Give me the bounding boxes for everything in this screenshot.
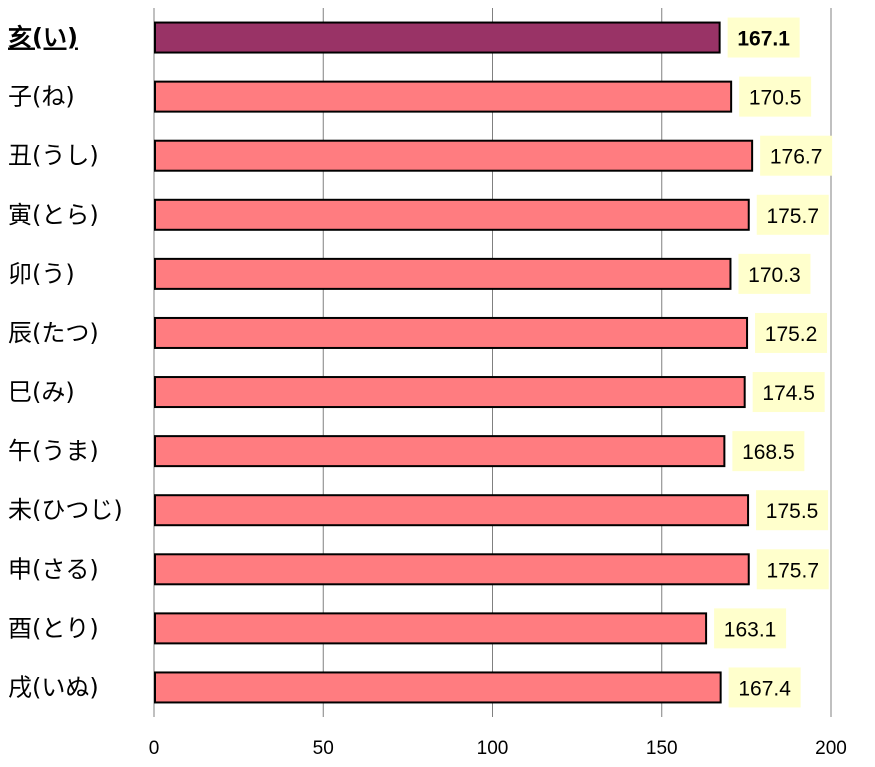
value-label: 170.5 [749,87,802,110]
value-label: 175.7 [766,205,819,228]
category-label: 丑(うし) [8,142,99,170]
category-label: 亥(い) [8,24,78,52]
value-label-box [739,76,812,117]
value-label-box [756,549,829,590]
category-label: 寅(とら) [8,201,99,229]
value-label-box [756,490,829,531]
x-tick-label: 100 [477,738,509,759]
bar [154,671,722,704]
value-label-box [752,372,825,413]
bar [154,198,750,231]
bar [154,612,708,645]
gridlines [322,8,832,717]
bar [154,376,746,409]
bar [154,494,750,527]
bar [154,316,749,349]
category-label: 午(うま) [8,437,99,465]
value-label: 176.7 [770,146,823,169]
category-label: 辰(たつ) [8,319,99,347]
category-label: 子(ね) [8,83,75,111]
value-label-box [756,194,829,235]
category-label: 戌(いぬ) [8,673,99,701]
category-label: 巳(み) [8,378,75,406]
x-tick-label: 200 [815,738,847,759]
value-label-box [760,135,833,176]
value-label: 167.4 [738,677,791,700]
bar [154,257,732,290]
value-label-box [738,253,811,294]
x-tick-label: 0 [149,738,160,759]
value-label: 175.7 [766,559,819,582]
bar [154,553,750,586]
category-label: 卯(う) [8,260,75,288]
category-label: 申(さる) [8,555,99,583]
bar [154,435,726,468]
category-label: 未(ひつじ) [8,496,123,524]
value-label-box [728,667,801,708]
value-label-box [732,431,805,472]
value-label-box [714,608,787,649]
value-label: 175.2 [765,323,818,346]
value-label: 167.1 [737,28,790,51]
value-label-box [755,312,828,353]
value-label: 168.5 [742,441,795,464]
value-label: 163.1 [724,618,777,641]
value-label: 174.5 [762,382,815,405]
category-label: 酉(とり) [8,614,99,642]
bar [154,139,754,172]
bar [154,80,733,113]
bar [154,21,721,54]
value-label: 175.5 [766,500,819,523]
value-label-box [727,17,800,58]
x-tick-label: 150 [646,738,678,759]
value-label: 170.3 [748,264,801,287]
x-tick-label: 50 [313,738,334,759]
